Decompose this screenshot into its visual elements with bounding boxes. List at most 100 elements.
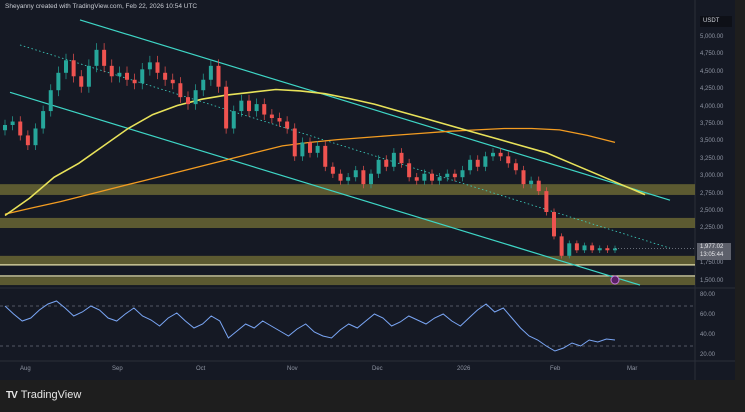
rsi-tick: 80.00 xyxy=(700,292,716,298)
candle xyxy=(10,121,15,125)
candle xyxy=(102,49,107,66)
price-tick: 4,250.00 xyxy=(700,86,724,93)
time-tick: Aug xyxy=(20,366,31,372)
candle xyxy=(483,156,488,167)
candle xyxy=(18,121,23,136)
candle xyxy=(361,170,366,185)
candle xyxy=(559,236,564,256)
candle xyxy=(216,65,221,87)
candle xyxy=(521,170,526,185)
time-tick: Nov xyxy=(287,366,298,372)
candle xyxy=(254,104,259,112)
candle xyxy=(529,180,534,185)
tradingview-logo[interactable]: TV TradingView xyxy=(6,389,81,401)
time-tick: Dec xyxy=(372,366,383,372)
time-tick: Mar xyxy=(627,366,638,372)
candle xyxy=(399,152,404,164)
candle xyxy=(86,65,91,87)
candle xyxy=(452,173,457,178)
candle xyxy=(269,114,274,119)
candle xyxy=(491,152,495,157)
candle xyxy=(315,145,320,153)
supply-demand-zone-3 xyxy=(0,277,695,286)
candle xyxy=(56,72,61,91)
candle xyxy=(163,72,168,80)
candle xyxy=(308,142,312,153)
candle xyxy=(277,118,282,122)
tv-logo-icon: TV xyxy=(6,389,18,401)
supply-demand-zone-1 xyxy=(0,217,695,229)
candle xyxy=(582,245,587,251)
candle xyxy=(544,191,549,212)
logo-text: TradingView xyxy=(20,389,82,401)
candle xyxy=(437,177,442,181)
candle xyxy=(247,100,251,112)
candle xyxy=(567,243,572,256)
price-tick: 2,250.00 xyxy=(700,225,724,232)
candle xyxy=(330,166,335,174)
candle xyxy=(109,65,114,77)
candle xyxy=(117,72,122,77)
candle xyxy=(292,128,297,157)
candle xyxy=(201,79,206,91)
candle xyxy=(300,142,305,157)
rsi-tick: 20.00 xyxy=(700,352,716,358)
candle xyxy=(407,163,412,178)
candle xyxy=(178,83,183,98)
price-tick: 4,500.00 xyxy=(700,68,724,75)
last-price-label: 1,977.02 13:05:44 xyxy=(697,243,731,260)
channel-upper-line xyxy=(79,19,671,201)
candle xyxy=(338,173,343,181)
candle xyxy=(224,86,229,129)
candle xyxy=(391,152,396,167)
price-tick: 1,750.00 xyxy=(700,260,724,267)
candle xyxy=(574,243,579,251)
candle xyxy=(422,173,427,181)
rsi-line xyxy=(4,300,616,352)
candle xyxy=(384,159,389,167)
candle xyxy=(376,159,381,174)
candle xyxy=(186,97,190,105)
candle xyxy=(262,104,267,115)
candle xyxy=(79,76,84,87)
chart-canvas[interactable] xyxy=(0,0,735,380)
rsi-tick: 60.00 xyxy=(700,312,716,318)
event-marker-icon xyxy=(610,275,620,285)
candle-countdown: 13:05:44 xyxy=(700,252,724,258)
last-price: 1,977.02 xyxy=(700,244,724,250)
candle xyxy=(94,49,99,66)
price-tick: 2,500.00 xyxy=(700,208,724,214)
candle xyxy=(605,248,610,251)
price-tick: 4,000.00 xyxy=(700,103,724,110)
candle xyxy=(132,79,137,84)
price-tick: 3,250.00 xyxy=(700,155,724,162)
candle xyxy=(468,159,473,171)
time-tick: Sep xyxy=(112,366,123,372)
chart-panel: Sheyanny created with TradingView.com, F… xyxy=(0,0,735,380)
candle xyxy=(597,248,602,251)
candle xyxy=(155,62,160,73)
price-tick: 5,000.00 xyxy=(700,34,724,40)
price-tick: 4,750.00 xyxy=(700,51,724,58)
candle xyxy=(147,62,152,70)
candle xyxy=(445,173,450,178)
supply-demand-zone-0 xyxy=(0,184,695,195)
candle xyxy=(208,65,213,80)
channel-mid-line xyxy=(19,44,671,249)
candle xyxy=(285,121,290,129)
price-tick: 3,750.00 xyxy=(700,121,724,127)
candle xyxy=(125,72,129,80)
candle xyxy=(369,173,373,185)
quote-unit-label[interactable]: USDT xyxy=(700,16,732,27)
supply-demand-zone-2 xyxy=(0,255,695,265)
candle xyxy=(48,90,53,112)
time-tick: Feb xyxy=(550,366,561,372)
candle xyxy=(3,125,7,131)
candle xyxy=(536,180,541,192)
candle xyxy=(64,60,68,73)
price-tick: 2,750.00 xyxy=(700,190,724,197)
candle xyxy=(613,248,617,251)
moving-average-fast xyxy=(4,88,646,217)
candle xyxy=(323,145,328,167)
